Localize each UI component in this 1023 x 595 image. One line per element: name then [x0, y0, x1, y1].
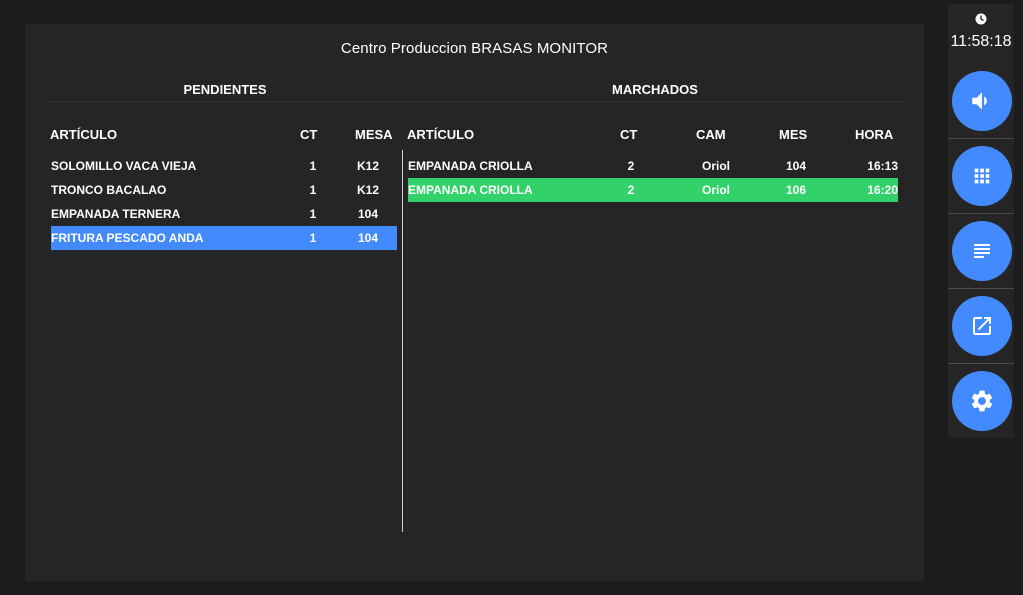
list-button[interactable] — [952, 221, 1012, 281]
list-icon — [974, 244, 990, 258]
row-mesa: K12 — [357, 159, 380, 173]
sidebar-divider — [948, 363, 1014, 364]
row-ct: 1 — [309, 183, 317, 197]
row-articulo: EMPANADA TERNERA — [51, 207, 181, 221]
row-ct: 2 — [627, 159, 635, 173]
row-mes: 106 — [785, 183, 807, 197]
row-ct: 1 — [309, 207, 317, 221]
sidebar: 11:58:18 — [948, 4, 1014, 438]
marchados-col-articulo: ARTÍCULO — [407, 127, 475, 142]
section-divider — [402, 150, 403, 532]
marchados-col-mes: MES — [779, 127, 808, 142]
monitor-panel: Centro Produccion BRASAS MONITOR PENDIEN… — [25, 24, 924, 581]
pendientes-row[interactable]: EMPANADA TERNERA 1 104 — [51, 202, 397, 226]
row-hora: 16:13 — [867, 159, 898, 173]
pendientes-col-articulo: ARTÍCULO — [50, 127, 118, 142]
marchados-col-ct: CT — [620, 127, 638, 142]
pendientes-row[interactable]: SOLOMILLO VACA VIEJA 1 K12 — [51, 154, 397, 178]
settings-button[interactable] — [952, 371, 1012, 431]
row-ct: 1 — [309, 231, 317, 245]
marchados-title: MARCHADOS — [612, 82, 698, 97]
marchados-row[interactable]: EMPANADA CRIOLLA 2 Oriol 104 16:13 — [408, 154, 898, 178]
pendientes-row-selected[interactable]: FRITURA PESCADO ANDA 1 104 — [51, 226, 397, 250]
row-articulo: SOLOMILLO VACA VIEJA — [51, 159, 197, 173]
sidebar-divider — [948, 138, 1014, 139]
row-articulo: EMPANADA CRIOLLA — [408, 183, 533, 197]
row-ct: 2 — [627, 183, 635, 197]
volume-button[interactable] — [952, 71, 1012, 131]
row-hora: 16:20 — [867, 183, 898, 197]
grid-button[interactable] — [952, 146, 1012, 206]
sidebar-divider — [948, 288, 1014, 289]
volume-icon — [972, 92, 987, 110]
clock-time: 11:58:18 — [950, 33, 1012, 50]
open-external-button[interactable] — [952, 296, 1012, 356]
marchados-col-hora: HORA — [855, 127, 894, 142]
pendientes-title: PENDIENTES — [183, 82, 267, 97]
marchados-col-cam: CAM — [696, 127, 726, 142]
grid-icon — [974, 168, 990, 184]
clock-icon — [975, 13, 987, 25]
row-articulo: EMPANADA CRIOLLA — [408, 159, 533, 173]
header-divider — [45, 101, 903, 102]
sidebar-divider — [948, 213, 1014, 214]
row-mes: 104 — [785, 159, 807, 173]
row-mesa: 104 — [357, 207, 379, 221]
row-cam: Oriol — [701, 159, 730, 173]
row-mesa: K12 — [357, 183, 380, 197]
row-articulo: TRONCO BACALAO — [51, 183, 167, 197]
gear-icon — [971, 390, 993, 412]
pendientes-col-mesa: MESA — [355, 127, 393, 142]
pendientes-row[interactable]: TRONCO BACALAO 1 K12 — [51, 178, 397, 202]
row-mesa: 104 — [357, 231, 379, 245]
page-title: Centro Produccion BRASAS MONITOR — [340, 40, 609, 57]
open-external-icon — [973, 317, 991, 335]
marchados-row-selected[interactable]: EMPANADA CRIOLLA 2 Oriol 106 16:20 — [408, 178, 898, 202]
pendientes-col-ct: CT — [300, 127, 318, 142]
row-ct: 1 — [309, 159, 317, 173]
row-articulo: FRITURA PESCADO ANDA — [51, 231, 204, 245]
row-cam: Oriol — [701, 183, 730, 197]
